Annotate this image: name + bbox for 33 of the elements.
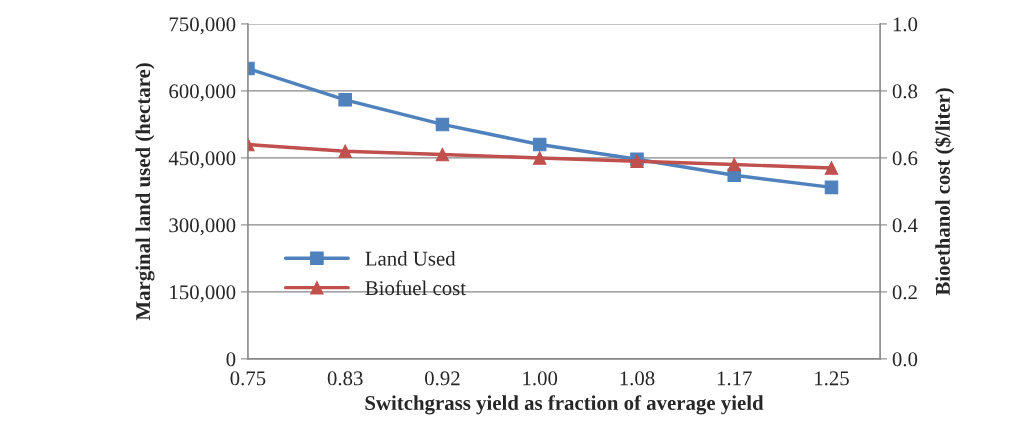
x-tick-label: 0.92 [425, 371, 460, 386]
y2-tick-label: 0.6 [892, 151, 918, 166]
y-tick-label: 0 [226, 352, 236, 367]
y2-tick-label: 0.8 [892, 84, 918, 99]
point [338, 144, 352, 158]
x-tick-label: 1.08 [620, 371, 655, 386]
y-tick-label: 300,000 [169, 218, 236, 236]
y2-tick-label: 1.0 [893, 17, 918, 32]
point [435, 147, 450, 162]
point [727, 157, 741, 172]
y2-tick-label: 0.2 [892, 285, 917, 300]
x-tick-label: 1.00 [523, 371, 558, 386]
point [532, 151, 547, 165]
x-tick-label: 0.83 [327, 371, 363, 386]
point [435, 117, 450, 132]
legend-label: Land Used [365, 251, 456, 266]
y2-tick-label: 0.4 [892, 218, 918, 233]
point [532, 137, 547, 152]
x-tick-label: 1.17 [717, 371, 752, 386]
y-axis-title: Marginal land used (hectare) [135, 63, 155, 321]
y-tick-label: 750,000 [169, 17, 236, 35]
y2-axis-title: Bioethanol cost ($/liter) [934, 88, 955, 296]
legend-label: Biofuel cost [365, 280, 466, 296]
y-tick-label: 150,000 [170, 285, 236, 303]
x-tick-label: 1.25 [815, 371, 849, 386]
point [824, 161, 839, 175]
y-tick-label: 450,000 [168, 151, 236, 169]
point [338, 93, 352, 107]
x-tick-label: 0.75 [230, 371, 266, 386]
point [824, 180, 839, 195]
y2-tick-label: 0.0 [892, 352, 918, 367]
x-axis-title: Switchgrass yield as fraction of average yield [365, 395, 764, 415]
y-tick-label: 600,000 [169, 84, 236, 102]
